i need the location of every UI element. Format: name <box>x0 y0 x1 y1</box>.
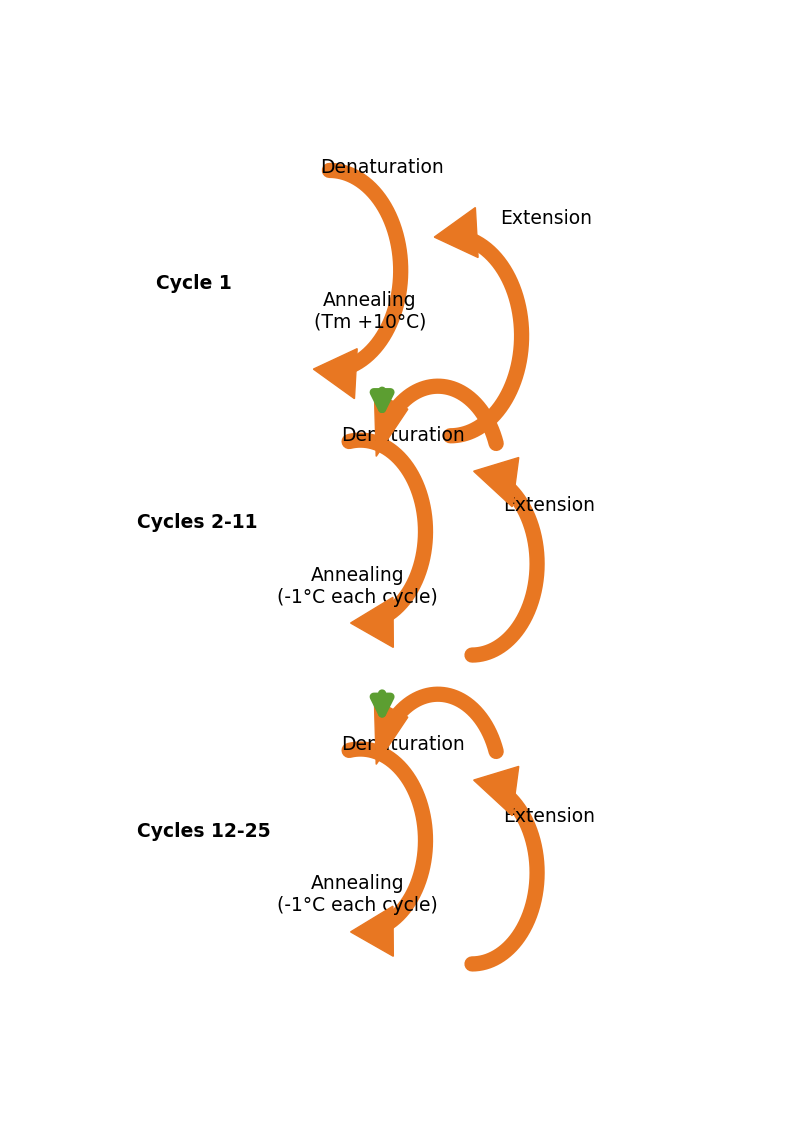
Text: Denaturation: Denaturation <box>341 736 465 754</box>
Text: Annealing
(-1°C each cycle): Annealing (-1°C each cycle) <box>277 873 438 915</box>
Polygon shape <box>474 766 518 816</box>
Polygon shape <box>374 392 408 457</box>
Text: Extension: Extension <box>503 807 595 826</box>
Text: Extension: Extension <box>503 496 595 515</box>
Text: Annealing
(-1°C each cycle): Annealing (-1°C each cycle) <box>277 566 438 607</box>
Text: Annealing
(Tm +10°C): Annealing (Tm +10°C) <box>314 290 426 332</box>
Text: Denaturation: Denaturation <box>320 158 444 177</box>
Polygon shape <box>434 208 478 258</box>
Polygon shape <box>350 598 394 647</box>
Text: Cycles 12-25: Cycles 12-25 <box>138 823 271 841</box>
Text: Denaturation: Denaturation <box>341 426 465 445</box>
Polygon shape <box>474 458 518 506</box>
Text: Cycle 1: Cycle 1 <box>156 273 231 293</box>
Polygon shape <box>350 906 394 956</box>
Text: Extension: Extension <box>501 209 592 228</box>
Text: Cycles 2-11: Cycles 2-11 <box>138 513 258 532</box>
Polygon shape <box>374 699 408 764</box>
Polygon shape <box>314 349 357 399</box>
